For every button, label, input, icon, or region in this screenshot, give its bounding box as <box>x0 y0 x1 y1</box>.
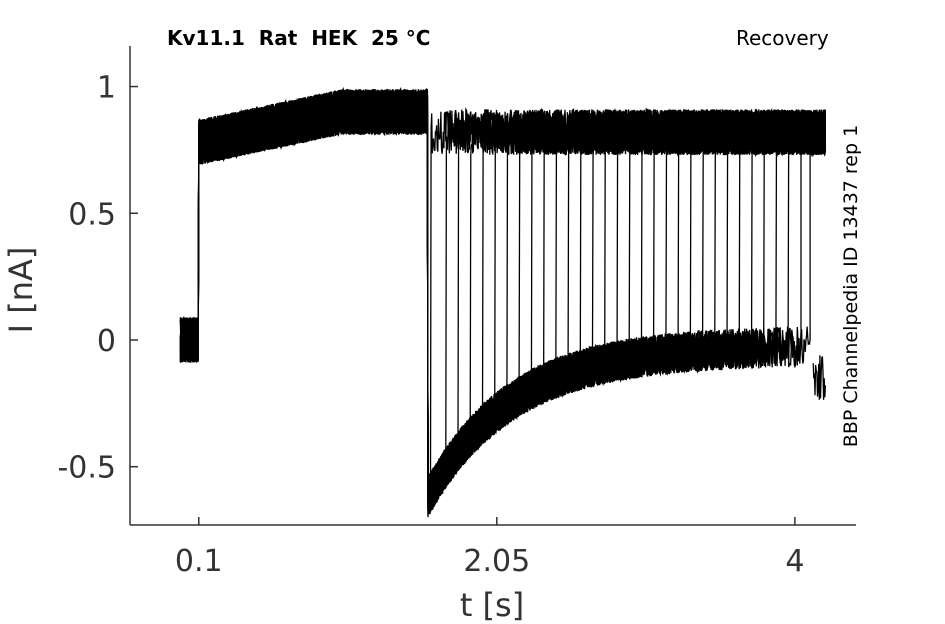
x-tick-label: 4 <box>785 544 804 579</box>
y-axis-label: I [nA] <box>2 247 40 334</box>
sweep-trace <box>179 89 827 510</box>
chart-title: Kv11.1 Rat HEK 25 °C <box>167 26 431 50</box>
y-tick-label: 1 <box>97 71 116 106</box>
y-tick-label: 0.5 <box>68 197 116 232</box>
sweep-trace-end <box>812 355 827 400</box>
trace-group <box>179 86 827 518</box>
y-tick-label: 0 <box>97 324 116 359</box>
chart-subtitle: Recovery <box>736 26 829 50</box>
y-tick-label: -0.5 <box>57 451 116 486</box>
x-tick-label: 2.05 <box>463 544 530 579</box>
x-ticks: 0.1 2.05 4 <box>175 517 804 579</box>
y-ticks: -0.5 0 0.5 1 <box>57 71 138 486</box>
x-tick-label: 0.1 <box>175 544 223 579</box>
x-axis-label: t [s] <box>460 586 524 624</box>
